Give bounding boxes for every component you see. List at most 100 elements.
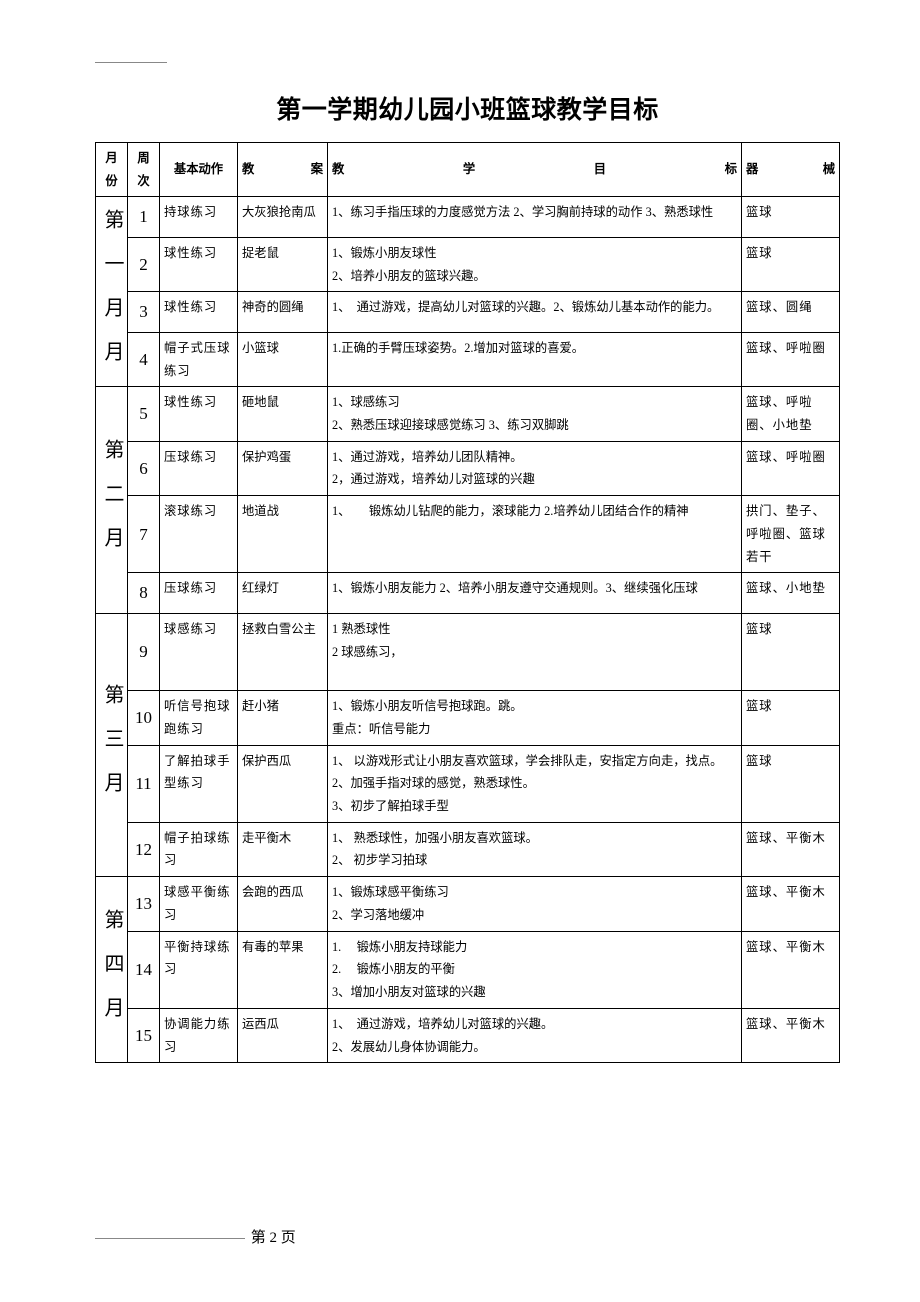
col-header-action: 基本动作: [160, 143, 238, 197]
equip-cell: 篮球、呼啦圈: [742, 332, 840, 386]
week-cell: 10: [128, 691, 160, 745]
goal-cell: 1.正确的手臂压球姿势。2.增加对篮球的喜爱。: [328, 332, 742, 386]
equip-cell: 篮球: [742, 613, 840, 690]
goal-cell: 1、通过游戏，培养幼儿团队精神。2，通过游戏，培养幼儿对篮球的兴趣: [328, 441, 742, 495]
goal-cell: 1、 通过游戏，提高幼儿对篮球的兴趣。2、锻炼幼儿基本动作的能力。: [328, 292, 742, 332]
col-header-month: 月份: [96, 143, 128, 197]
plan-cell: 走平衡木: [238, 822, 328, 876]
action-cell: 球性练习: [160, 292, 238, 332]
table-row: 第一月月1持球练习大灰狼抢南瓜1、练习手指压球的力度感觉方法 2、学习胸前持球的…: [96, 197, 840, 237]
goal-cell: 1、锻炼小朋友听信号抱球跑。跳。重点：听信号能力: [328, 691, 742, 745]
curriculum-table: 月份 周次 基本动作 教 案 教 学 目 标 器 械 第一月月1持球练习大灰狼抢…: [95, 142, 840, 1063]
goal-cell: 1、锻炼小朋友能力 2、培养小朋友遵守交通规则。3、继续强化压球: [328, 573, 742, 613]
week-cell: 2: [128, 237, 160, 291]
goal-cell: 1. 锻炼小朋友持球能力2. 锻炼小朋友的平衡3、增加小朋友对篮球的兴趣: [328, 931, 742, 1008]
week-cell: 5: [128, 387, 160, 441]
table-row: 7滚球练习地道战1、 锻炼幼儿钻爬的能力，滚球能力 2.培养幼儿团结合作的精神拱…: [96, 496, 840, 573]
table-body: 第一月月1持球练习大灰狼抢南瓜1、练习手指压球的力度感觉方法 2、学习胸前持球的…: [96, 197, 840, 1063]
action-cell: 持球练习: [160, 197, 238, 237]
equip-cell: 篮球: [742, 691, 840, 745]
month-cell: 第一月月: [96, 197, 128, 387]
action-cell: 压球练习: [160, 573, 238, 613]
col-header-equip: 器 械: [742, 143, 840, 197]
week-cell: 11: [128, 745, 160, 822]
action-cell: 球性练习: [160, 237, 238, 291]
goal-cell: 1、球感练习2、熟悉压球迎接球感觉练习 3、练习双脚跳: [328, 387, 742, 441]
goal-cell: 1、 熟悉球性，加强小朋友喜欢篮球。2、 初步学习拍球: [328, 822, 742, 876]
plan-cell: 砸地鼠: [238, 387, 328, 441]
table-header-row: 月份 周次 基本动作 教 案 教 学 目 标 器 械: [96, 143, 840, 197]
goal-cell: 1、锻炼球感平衡练习2、学习落地缓冲: [328, 877, 742, 931]
plan-cell: 地道战: [238, 496, 328, 573]
equip-cell: 篮球: [742, 197, 840, 237]
table-row: 2球性练习捉老鼠1、锻炼小朋友球性2、培养小朋友的篮球兴趣。篮球: [96, 237, 840, 291]
plan-cell: 有毒的苹果: [238, 931, 328, 1008]
goal-cell: 1 熟悉球性2 球感练习，: [328, 613, 742, 690]
action-cell: 压球练习: [160, 441, 238, 495]
plan-cell: 保护鸡蛋: [238, 441, 328, 495]
action-cell: 球感练习: [160, 613, 238, 690]
plan-cell: 拯救白雪公主: [238, 613, 328, 690]
week-cell: 7: [128, 496, 160, 573]
equip-cell: 篮球、平衡木: [742, 931, 840, 1008]
plan-cell: 会跑的西瓜: [238, 877, 328, 931]
goal-cell: 1、 以游戏形式让小朋友喜欢篮球，学会排队走，安指定方向走，找点。2、加强手指对…: [328, 745, 742, 822]
top-horizontal-rule: [95, 62, 167, 63]
table-row: 12帽子拍球练习走平衡木1、 熟悉球性，加强小朋友喜欢篮球。2、 初步学习拍球篮…: [96, 822, 840, 876]
equip-cell: 篮球、平衡木: [742, 877, 840, 931]
equip-cell: 篮球、呼啦圈、小地垫: [742, 387, 840, 441]
equip-cell: 篮球: [742, 745, 840, 822]
equip-cell: 篮球、小地垫: [742, 573, 840, 613]
col-header-plan: 教 案: [238, 143, 328, 197]
plan-cell: 运西瓜: [238, 1008, 328, 1062]
col-header-week: 周次: [128, 143, 160, 197]
footer-page-number: 第 2 页: [251, 1230, 296, 1246]
page-footer: 第 2 页: [95, 1226, 840, 1247]
week-cell: 8: [128, 573, 160, 613]
action-cell: 了解拍球手型练习: [160, 745, 238, 822]
week-cell: 12: [128, 822, 160, 876]
week-cell: 13: [128, 877, 160, 931]
equip-cell: 篮球、圆绳: [742, 292, 840, 332]
page-title: 第一学期幼儿园小班篮球教学目标: [95, 90, 840, 126]
table-row: 3球性练习神奇的圆绳1、 通过游戏，提高幼儿对篮球的兴趣。2、锻炼幼儿基本动作的…: [96, 292, 840, 332]
equip-cell: 拱门、垫子、呼啦圈、篮球若干: [742, 496, 840, 573]
week-cell: 3: [128, 292, 160, 332]
table-row: 14平衡持球练习有毒的苹果1. 锻炼小朋友持球能力2. 锻炼小朋友的平衡3、增加…: [96, 931, 840, 1008]
goal-cell: 1、 通过游戏，培养幼儿对篮球的兴趣。2、发展幼儿身体协调能力。: [328, 1008, 742, 1062]
action-cell: 协调能力练习: [160, 1008, 238, 1062]
plan-cell: 赶小猪: [238, 691, 328, 745]
week-cell: 4: [128, 332, 160, 386]
table-row: 11了解拍球手型练习保护西瓜1、 以游戏形式让小朋友喜欢篮球，学会排队走，安指定…: [96, 745, 840, 822]
plan-cell: 红绿灯: [238, 573, 328, 613]
equip-cell: 篮球、平衡木: [742, 822, 840, 876]
action-cell: 听信号抱球跑练习: [160, 691, 238, 745]
table-row: 6压球练习保护鸡蛋1、通过游戏，培养幼儿团队精神。2，通过游戏，培养幼儿对篮球的…: [96, 441, 840, 495]
week-cell: 9: [128, 613, 160, 690]
table-row: 第三月9球感练习拯救白雪公主1 熟悉球性2 球感练习， 篮球: [96, 613, 840, 690]
action-cell: 球性练习: [160, 387, 238, 441]
equip-cell: 篮球、平衡木: [742, 1008, 840, 1062]
equip-cell: 篮球、呼啦圈: [742, 441, 840, 495]
week-cell: 15: [128, 1008, 160, 1062]
action-cell: 滚球练习: [160, 496, 238, 573]
week-cell: 14: [128, 931, 160, 1008]
action-cell: 帽子拍球练习: [160, 822, 238, 876]
plan-cell: 神奇的圆绳: [238, 292, 328, 332]
table-row: 第二月5球性练习砸地鼠1、球感练习2、熟悉压球迎接球感觉练习 3、练习双脚跳篮球…: [96, 387, 840, 441]
table-row: 第四月13球感平衡练习会跑的西瓜1、锻炼球感平衡练习2、学习落地缓冲篮球、平衡木: [96, 877, 840, 931]
goal-cell: 1、锻炼小朋友球性2、培养小朋友的篮球兴趣。: [328, 237, 742, 291]
plan-cell: 小篮球: [238, 332, 328, 386]
action-cell: 平衡持球练习: [160, 931, 238, 1008]
goal-cell: 1、练习手指压球的力度感觉方法 2、学习胸前持球的动作 3、熟悉球性: [328, 197, 742, 237]
col-header-goal: 教 学 目 标: [328, 143, 742, 197]
table-row: 8压球练习红绿灯1、锻炼小朋友能力 2、培养小朋友遵守交通规则。3、继续强化压球…: [96, 573, 840, 613]
month-cell: 第四月: [96, 877, 128, 1063]
table-row: 15协调能力练习运西瓜1、 通过游戏，培养幼儿对篮球的兴趣。2、发展幼儿身体协调…: [96, 1008, 840, 1062]
plan-cell: 捉老鼠: [238, 237, 328, 291]
action-cell: 球感平衡练习: [160, 877, 238, 931]
action-cell: 帽子式压球练习: [160, 332, 238, 386]
week-cell: 6: [128, 441, 160, 495]
plan-cell: 大灰狼抢南瓜: [238, 197, 328, 237]
goal-cell: 1、 锻炼幼儿钻爬的能力，滚球能力 2.培养幼儿团结合作的精神: [328, 496, 742, 573]
